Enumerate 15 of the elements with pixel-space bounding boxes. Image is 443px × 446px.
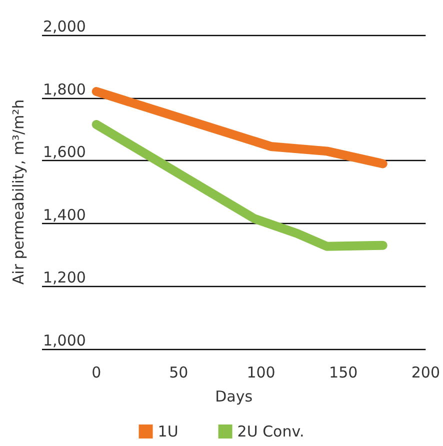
legend-label: 1U — [158, 422, 178, 440]
x-tick-label: 0 — [92, 364, 102, 382]
x-tick-label: 150 — [329, 364, 358, 382]
x-tick-label: 100 — [246, 364, 276, 382]
legend-label: 2U Conv. — [237, 422, 304, 440]
y-tick-label: 1,800 — [43, 80, 86, 98]
x-tick-label: 50 — [169, 364, 188, 382]
x-tick-label: 200 — [411, 364, 440, 382]
y-axis-title: Air permeability, m³/m²h — [10, 99, 28, 285]
y-tick-label: 1,600 — [43, 143, 86, 162]
x-axis-title: Days — [215, 388, 253, 406]
y-tick-label: 1,000 — [43, 332, 86, 350]
y-tick-label: 1,400 — [43, 206, 86, 224]
y-tick-label: 2,000 — [43, 18, 86, 36]
y-tick-label: 1,200 — [43, 268, 86, 287]
